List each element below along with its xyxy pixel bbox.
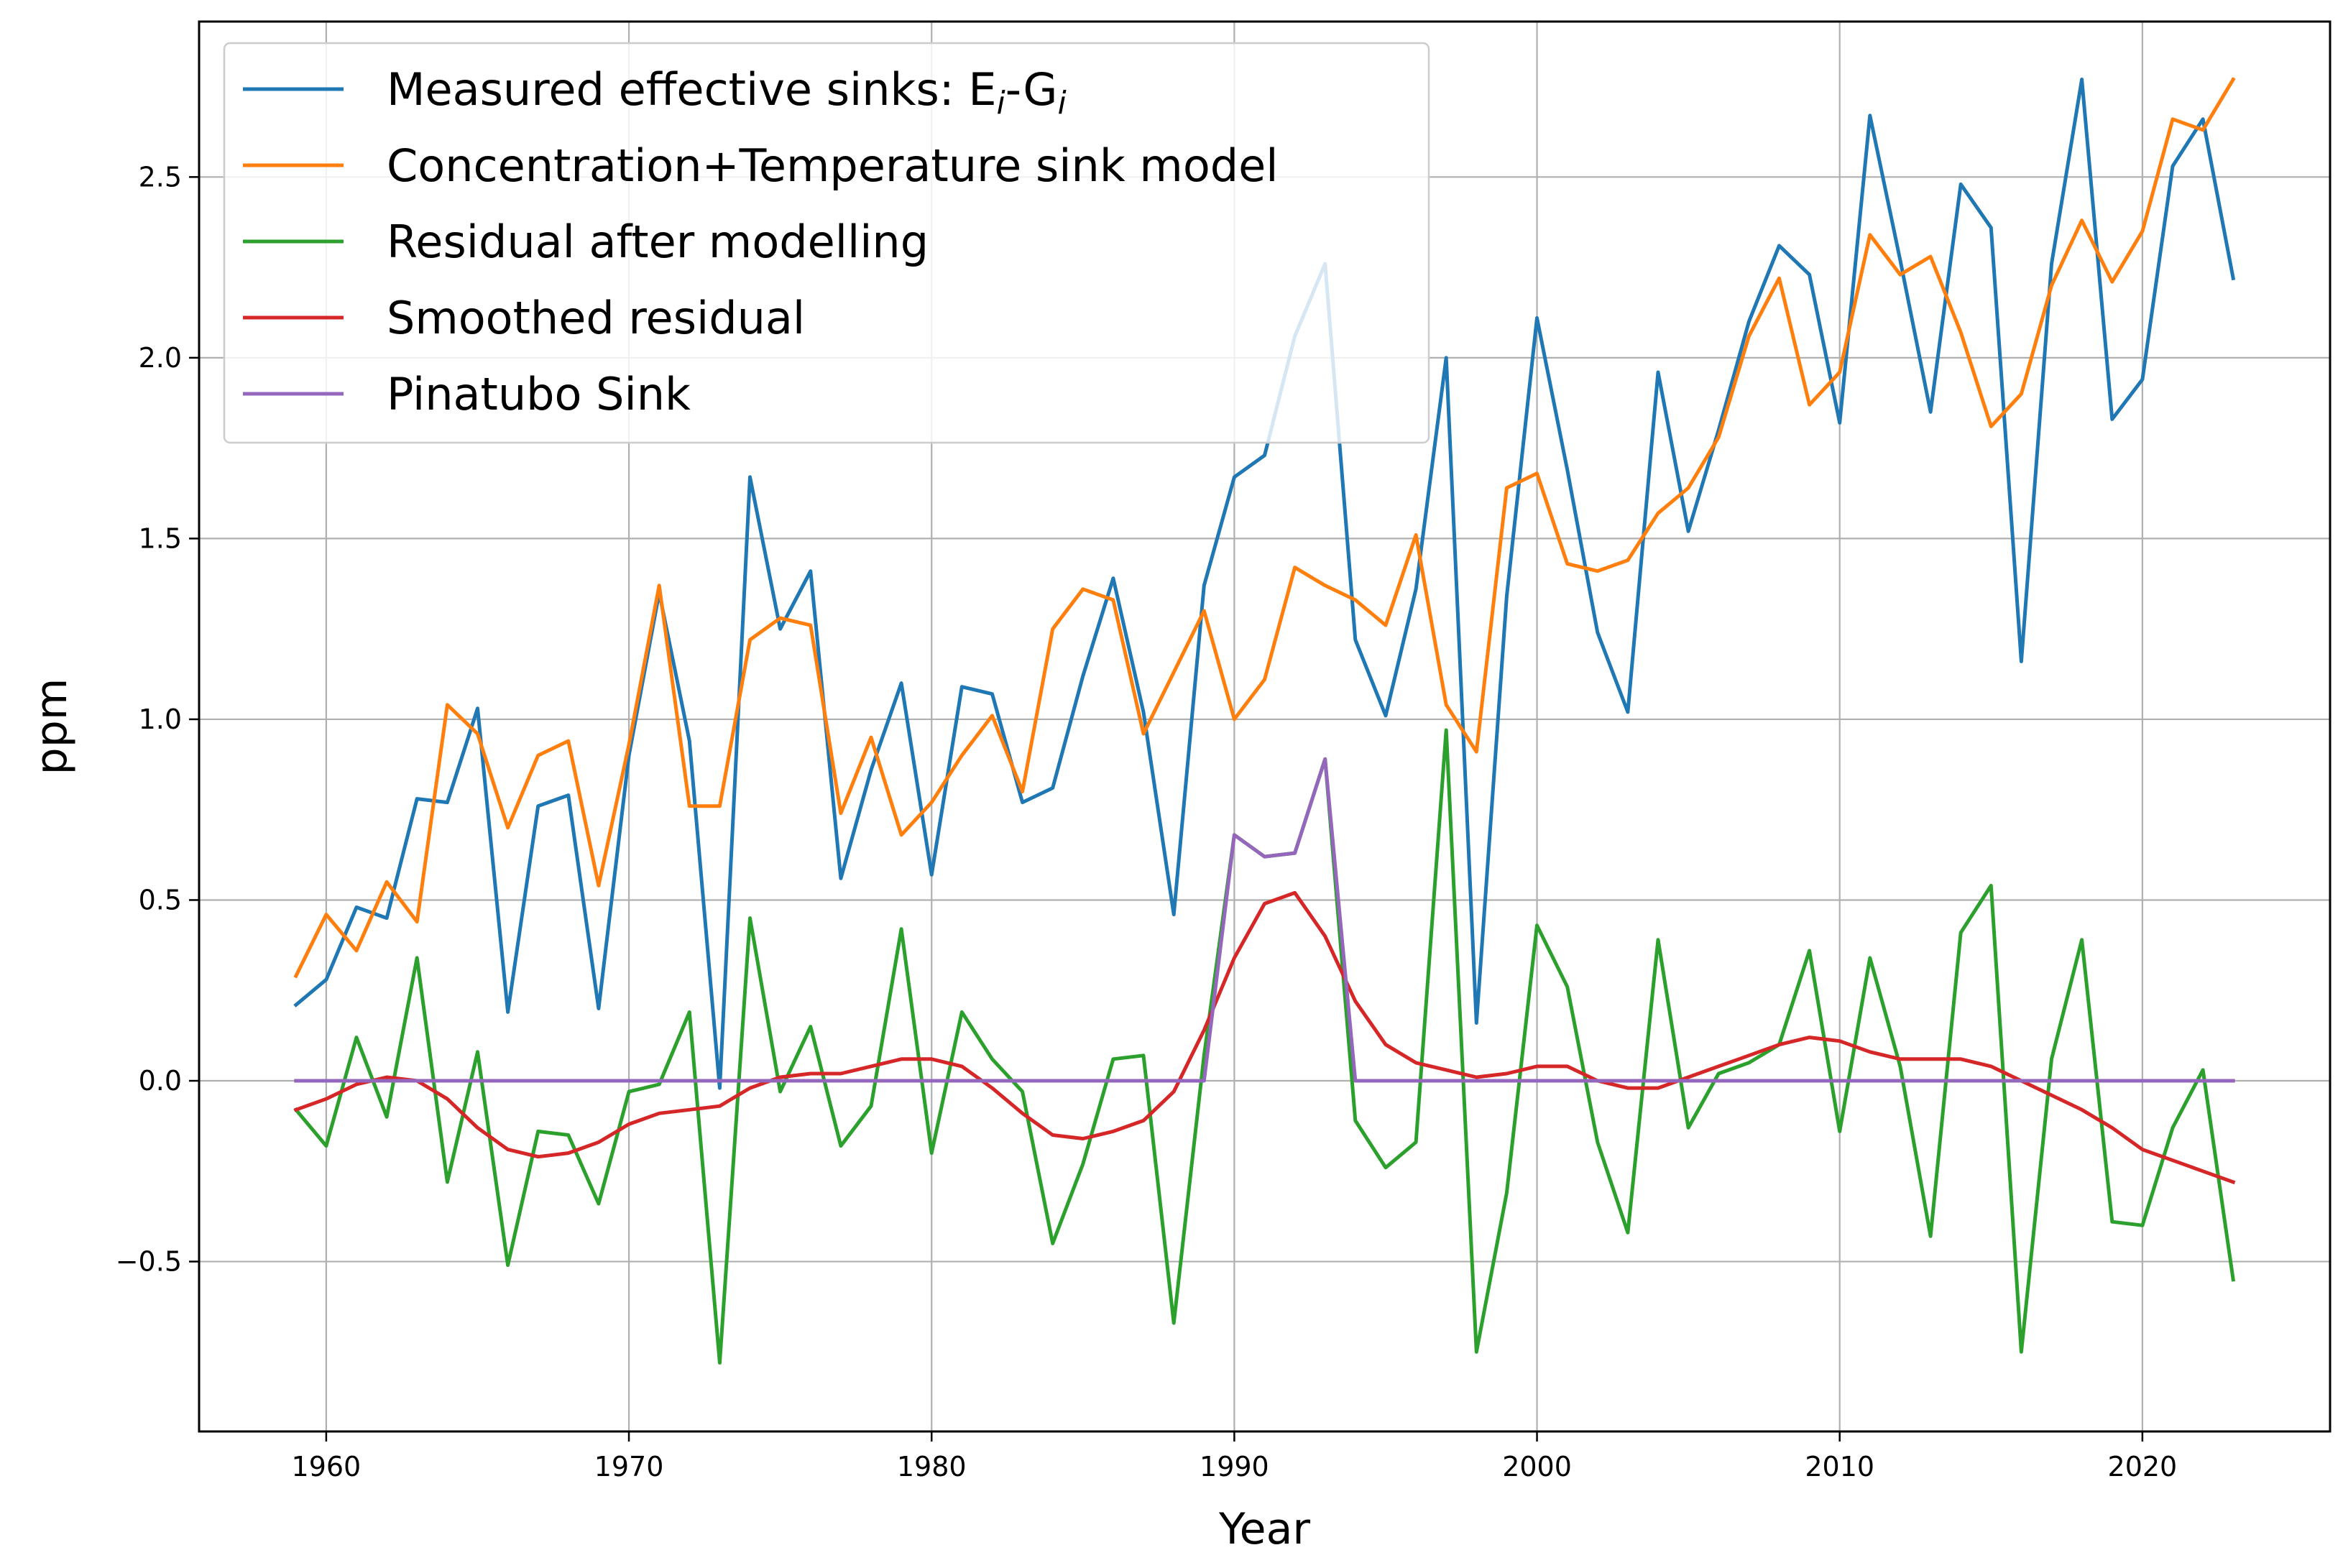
x-axis-label: Year <box>1218 1504 1310 1554</box>
legend-label-part: -G <box>1005 63 1058 116</box>
y-axis-ticks: −0.5 0.0 0.5 1.0 1.5 2.0 2.5 <box>116 161 199 1278</box>
x-tick-label: 1970 <box>594 1451 664 1482</box>
series-line-4 <box>293 890 2236 1185</box>
series-lines <box>293 77 2236 1365</box>
legend: Measured effective sinks: Ei-GiConcentra… <box>223 42 1430 444</box>
legend-label: Concentration+Temperature sink model <box>387 139 1278 192</box>
series-line-2 <box>293 77 2236 979</box>
x-tick-label: 2020 <box>2108 1451 2178 1482</box>
x-tick-label: 2010 <box>1805 1451 1874 1482</box>
legend-box <box>223 42 1430 444</box>
y-axis-label: ppm <box>27 678 77 775</box>
series-line-1 <box>293 78 2236 1090</box>
y-tick-label: −0.5 <box>116 1246 182 1278</box>
legend-label: Measured effective sinks: Ei-Gi <box>387 63 1067 121</box>
series-line-5 <box>294 757 2235 1083</box>
y-tick-label: 1.0 <box>139 704 182 735</box>
y-tick-label: 0.5 <box>139 884 182 916</box>
x-axis-ticks: 1960 1970 1980 1990 2000 2010 2020 <box>292 1431 2178 1482</box>
legend-label-part: Measured effective sinks: E <box>387 63 997 116</box>
x-tick-label: 1990 <box>1200 1451 1269 1482</box>
y-tick-label: 2.0 <box>139 342 182 374</box>
legend-label: Residual after modelling <box>387 216 929 268</box>
y-tick-label: 2.5 <box>139 161 182 193</box>
legend-label: Pinatubo Sink <box>387 368 691 420</box>
x-tick-label: 2000 <box>1502 1451 1572 1482</box>
plot-frame <box>198 20 2332 1433</box>
y-tick-label: 1.5 <box>139 522 182 554</box>
x-tick-label: 1980 <box>897 1451 967 1482</box>
x-tick-label: 1960 <box>292 1451 362 1482</box>
y-tick-label: 0.0 <box>139 1065 182 1097</box>
legend-subscript: i <box>997 85 1006 121</box>
legend-subscript: i <box>1057 85 1067 121</box>
legend-label: Smoothed residual <box>387 292 805 344</box>
